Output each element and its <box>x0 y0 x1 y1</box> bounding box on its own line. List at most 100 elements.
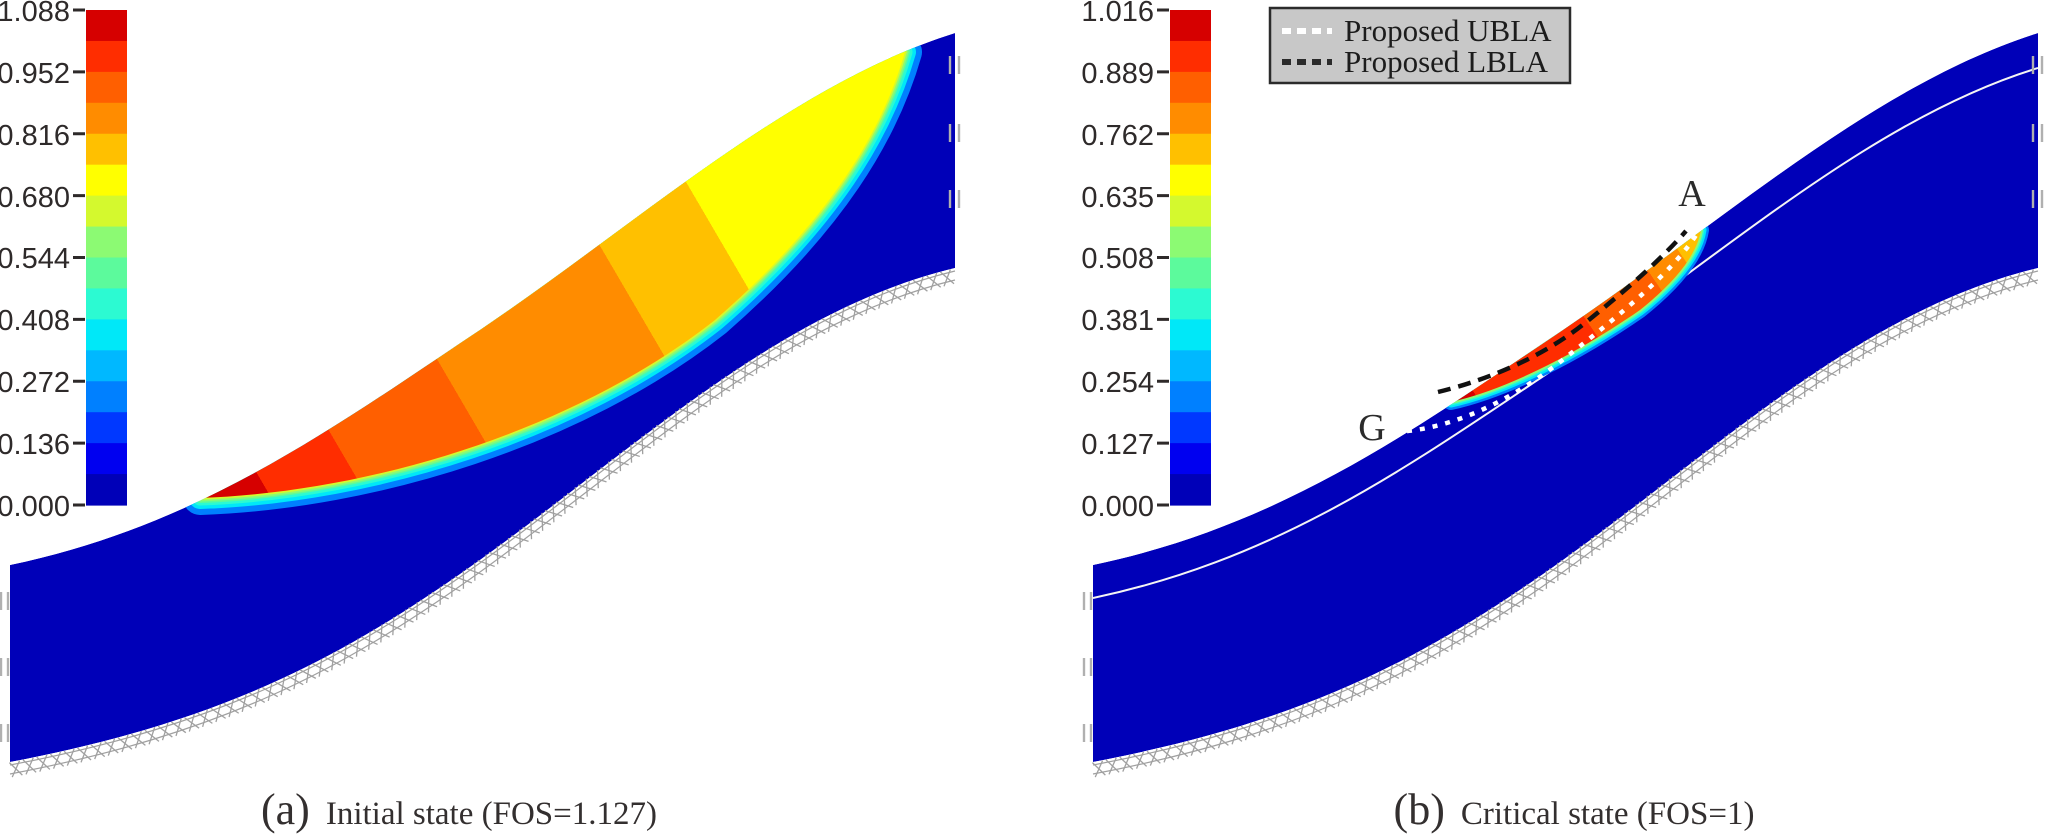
base-hatch-mark <box>630 444 633 463</box>
base-hatch-mark <box>134 730 142 749</box>
right-edge-roller-ticks <box>2031 56 2044 208</box>
base-hatch-mark <box>215 704 222 723</box>
base-hatch-mark <box>903 281 911 299</box>
base-hatch-mark <box>1217 730 1225 749</box>
base-hatch-mark <box>1122 754 1131 772</box>
base-hatch-mark <box>1724 436 1727 455</box>
colorbar-a-tickmarks <box>73 8 85 507</box>
base-hatch-mark <box>574 487 577 506</box>
colorbar-tick-label: 0.680 <box>0 182 70 214</box>
colorbar-tick-label: 0.127 <box>1081 429 1154 461</box>
base-hatch-mark <box>827 314 832 332</box>
right-edge-roller-ticks <box>948 56 961 208</box>
colorbar-tick-label: 1.016 <box>1081 0 1154 28</box>
colorbar-tick-label: 0.408 <box>0 305 70 337</box>
colorbar-a-labels: 1.088 0.952 0.816 0.680 0.544 0.408 0.27… <box>0 0 70 523</box>
base-hatch-mark <box>890 285 897 304</box>
base-hatch-mark <box>1838 355 1841 374</box>
base-hatch-mark <box>1108 757 1117 775</box>
slip-zone-contour <box>200 52 905 498</box>
colorbar-tick-label: 0.000 <box>1081 491 1154 523</box>
base-hatch-mark <box>1702 453 1705 472</box>
base-hatch-mark <box>585 478 588 497</box>
base-hatch-mark <box>1657 487 1660 506</box>
legend-lbla-label: Proposed LBLA <box>1344 44 1549 79</box>
colorbar-band <box>1170 102 1211 135</box>
base-hatch-mark <box>791 333 795 353</box>
base-hatch-mark <box>1244 722 1252 741</box>
base-hatch-mark <box>1258 718 1265 737</box>
legend-ubla-label: Proposed UBLA <box>1344 13 1552 48</box>
colorbar-band <box>86 288 127 320</box>
ubla-slip-surface <box>1393 230 1700 435</box>
colorbar-a-bands <box>86 10 127 506</box>
colorbar-band <box>86 350 127 382</box>
base-hatch-mark <box>1388 665 1393 684</box>
colorbar-band <box>1170 288 1211 320</box>
colorbar-band <box>86 133 127 166</box>
panel-a-slope-body <box>10 33 955 762</box>
base-hatch-mark <box>1426 645 1430 664</box>
colorbar-band <box>86 10 127 42</box>
colorbar-tick-label: 0.136 <box>0 429 70 461</box>
caption-b-text: Critical state (FOS=1) <box>1461 796 1755 832</box>
colorbar-band <box>1170 381 1211 413</box>
colorbar-band <box>86 381 127 413</box>
base-hatch-mark <box>1231 727 1239 745</box>
base-hatch-mark <box>1668 478 1671 497</box>
base-hatch-mark <box>1935 301 1941 320</box>
base-hatch-mark <box>228 699 234 718</box>
base-hatch-mark <box>2013 272 2021 291</box>
base-hatch-mark <box>1886 327 1890 346</box>
base-hatch-mark <box>280 677 285 696</box>
base-hatch-mark <box>755 355 758 374</box>
panel-a-boundaries <box>0 56 961 778</box>
base-hatch-mark <box>1311 699 1317 718</box>
panel-b-slope-body <box>1093 33 2038 762</box>
colorbar-band <box>1170 71 1211 104</box>
base-hatch-mark <box>1135 751 1145 769</box>
base-hatch-mark <box>815 320 820 339</box>
colorbar-b-labels: 1.016 0.889 0.762 0.635 0.508 0.381 0.25… <box>1081 0 1154 523</box>
base-hatch-mark <box>1177 742 1185 760</box>
colorbar-band <box>86 102 127 135</box>
base-hatch-mark <box>1499 602 1501 621</box>
base-hatch-mark <box>392 617 395 636</box>
base-hatch-mark <box>202 709 208 728</box>
colorbar-b-tickmarks <box>1157 8 1169 507</box>
colorbar-band <box>86 71 127 104</box>
colorbar-tick-label: 0.381 <box>1081 305 1154 337</box>
base-hatch-mark <box>2026 269 2034 287</box>
base-hatch-mark <box>1401 658 1406 677</box>
base-hatch-mark <box>1414 652 1418 671</box>
base-hatch-mark <box>1679 470 1682 489</box>
base-hatch-mark <box>1624 512 1627 531</box>
base-hatch-mark <box>1204 734 1212 753</box>
colorbar-band <box>1170 133 1211 166</box>
colorbar-band <box>86 412 127 444</box>
base-hatch-mark <box>25 757 34 775</box>
base-hatch-mark <box>188 714 195 732</box>
base-hatch-mark <box>641 436 644 455</box>
base-hatch-mark <box>1874 333 1878 353</box>
base-hatch-mark <box>1910 314 1915 332</box>
colorbar-band <box>86 319 127 351</box>
base-hatch-mark <box>1898 320 1903 339</box>
base-hatch-mark <box>293 671 298 690</box>
base-hatch-mark <box>121 734 129 753</box>
colorbar-tick-label: 0.889 <box>1081 58 1154 90</box>
base-hatch-mark <box>1285 709 1291 728</box>
base-hatch-mark <box>607 461 611 480</box>
colorbar-band <box>86 195 127 228</box>
colorbar-b-bands <box>1170 10 1211 506</box>
colorbar-band <box>86 257 127 290</box>
base-hatch-mark <box>380 624 383 643</box>
colorbar-tick-label: 0.952 <box>0 58 70 90</box>
colorbar-tick-label: 1.088 <box>0 0 70 28</box>
colorbar-band <box>1170 10 1211 42</box>
colorbar-band <box>1170 40 1211 73</box>
base-hatch-mark <box>1690 461 1694 480</box>
caption-b-index: (b) <box>1394 785 1445 834</box>
base-hatch-mark <box>148 727 156 745</box>
panel-b-plot: A G 1.016 0.889 0.762 <box>1081 0 2044 834</box>
